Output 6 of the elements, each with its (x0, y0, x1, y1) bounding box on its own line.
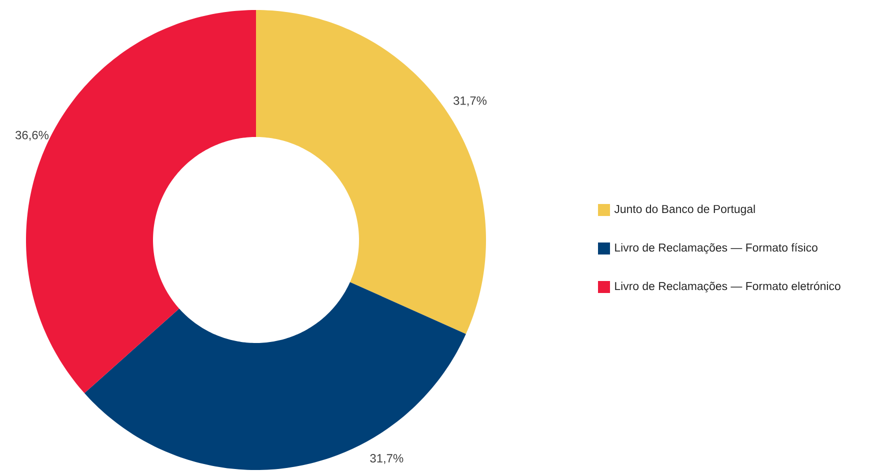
data-label: 36,6% (16, 130, 49, 141)
legend-label: Junto do Banco de Portugal (614, 204, 755, 216)
legend-label: Livro de Reclamações — Formato físico (615, 243, 818, 254)
legend-label: Livro de Reclamações — Formato eletrónico (615, 282, 840, 292)
data-label: 31,7% (370, 454, 404, 464)
data-label: 31,7% (454, 96, 487, 106)
